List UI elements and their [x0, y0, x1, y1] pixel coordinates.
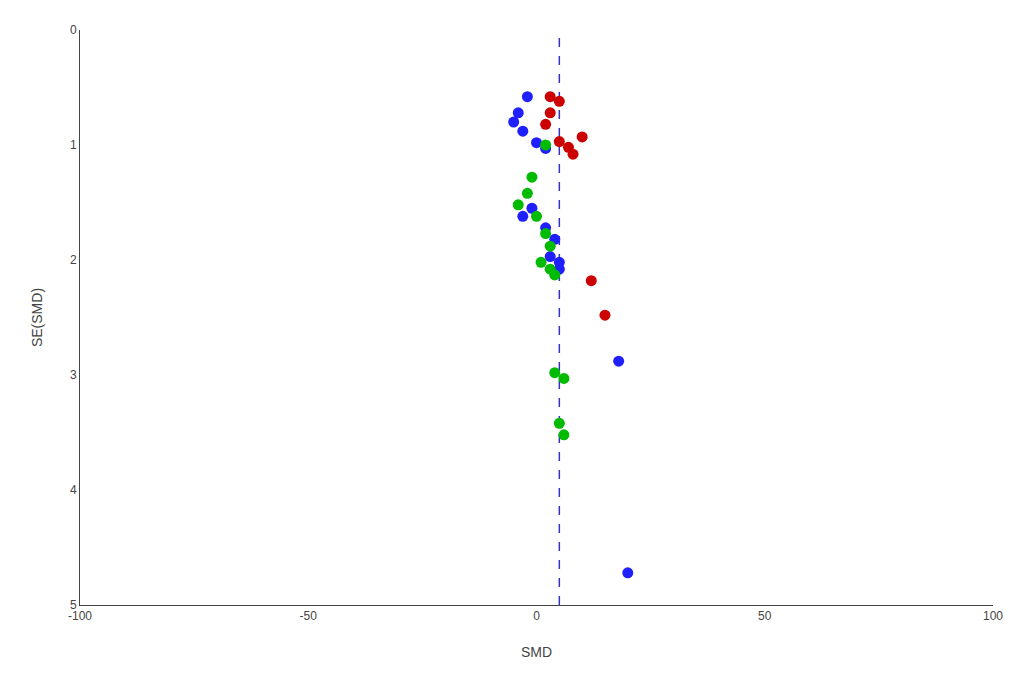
- svg-text:SMD: SMD: [521, 644, 552, 660]
- svg-text:-100: -100: [68, 609, 92, 623]
- svg-text:5: 5: [70, 598, 77, 612]
- svg-text:1: 1: [70, 138, 77, 152]
- svg-text:100: 100: [983, 609, 1003, 623]
- svg-text:-50: -50: [300, 609, 318, 623]
- svg-text:3: 3: [70, 368, 77, 382]
- svg-text:0: 0: [533, 609, 540, 623]
- svg-text:2: 2: [70, 253, 77, 267]
- svg-text:4: 4: [70, 483, 77, 497]
- svg-text:SE(SMD): SE(SMD): [29, 288, 45, 347]
- svg-text:50: 50: [758, 609, 772, 623]
- svg-text:0: 0: [70, 23, 77, 37]
